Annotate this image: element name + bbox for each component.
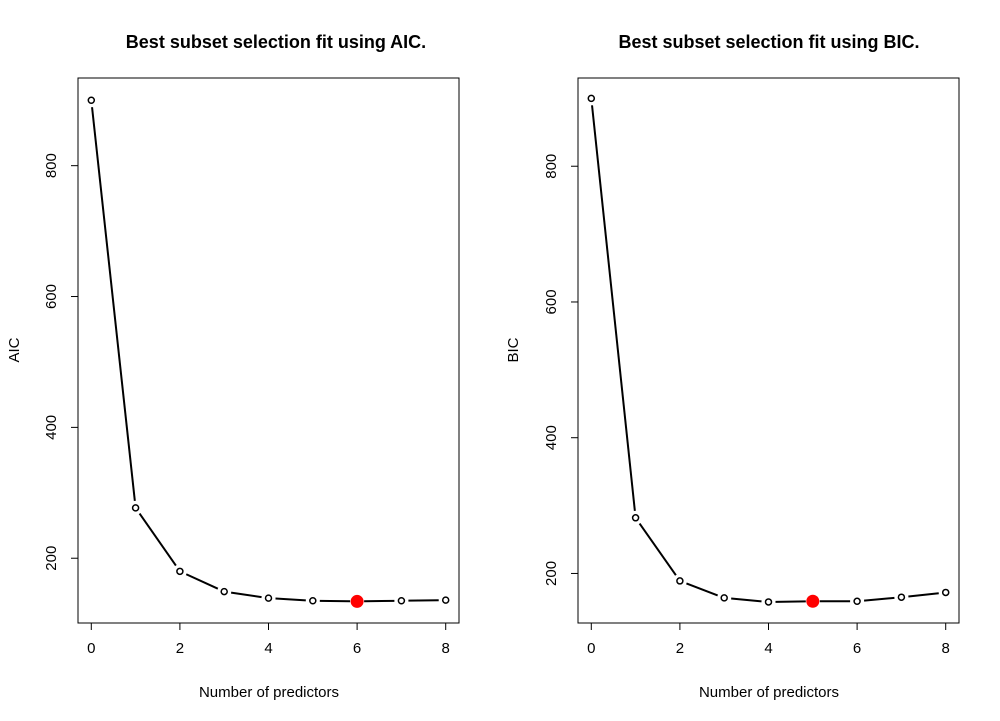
series-segment	[138, 513, 177, 567]
plot-marks: 0 2 4 6 8 200 400 600 800	[543, 94, 950, 657]
x-tick-label: 0	[87, 640, 95, 657]
data-point	[264, 594, 273, 602]
plot-marks: 0 2 4 6 8 200 400 600 800	[43, 96, 450, 657]
series-segment	[863, 596, 895, 602]
x-tick-label: 0	[587, 640, 595, 657]
data-point	[587, 94, 596, 103]
series-segment	[185, 573, 219, 590]
y-axis-label: AIC	[6, 337, 23, 362]
x-tick-label: 4	[264, 640, 272, 657]
x-tick-label: 2	[176, 640, 184, 657]
series-segment	[591, 105, 636, 511]
x-tick-label: 6	[853, 640, 861, 657]
data-point	[309, 597, 317, 605]
chart-title: Best subset selection fit using BIC.	[618, 32, 919, 52]
y-tick-label: 600	[543, 289, 560, 314]
x-axis-label: Number of predictors	[199, 684, 339, 701]
y-tick-label: 800	[43, 153, 60, 178]
bic-panel: Best subset selection fit using BIC. Num…	[505, 32, 960, 701]
data-point	[176, 567, 184, 576]
data-point	[87, 96, 96, 104]
x-tick-label: 2	[676, 640, 684, 657]
y-axis-label: BIC	[505, 337, 522, 362]
x-tick-label: 6	[353, 640, 361, 657]
data-point	[941, 588, 950, 597]
plot-frame	[77, 77, 460, 624]
optimum-point	[806, 594, 820, 608]
x-tick-label: 4	[764, 640, 772, 657]
data-point	[631, 514, 640, 522]
data-point	[131, 504, 140, 512]
data-point	[720, 594, 728, 602]
y-tick-label: 200	[43, 546, 60, 571]
y-tick-label: 400	[43, 415, 60, 440]
data-point	[397, 597, 406, 605]
aic-panel: Best subset selection fit using AIC. Num…	[6, 32, 460, 701]
series-segment	[230, 591, 262, 599]
data-point	[676, 577, 684, 585]
series-segment	[275, 597, 306, 602]
data-point	[441, 596, 450, 604]
series-segment	[686, 582, 719, 597]
y-tick-label: 400	[543, 425, 560, 450]
data-point	[764, 598, 773, 606]
data-point	[220, 587, 228, 596]
x-tick-label: 8	[442, 640, 450, 657]
series-segment	[638, 522, 677, 576]
x-axis-label: Number of predictors	[699, 684, 839, 701]
y-tick-label: 800	[543, 154, 560, 179]
y-tick-label: 200	[543, 561, 560, 586]
series-segment	[908, 592, 939, 598]
data-point	[897, 593, 906, 601]
plot-frame	[577, 77, 960, 624]
series-segment	[91, 107, 136, 501]
chart-title: Best subset selection fit using AIC.	[126, 32, 426, 52]
data-point	[853, 597, 861, 606]
series-segment	[731, 597, 762, 603]
x-tick-label: 8	[942, 640, 950, 657]
y-tick-label: 600	[43, 284, 60, 309]
optimum-point	[350, 594, 364, 608]
